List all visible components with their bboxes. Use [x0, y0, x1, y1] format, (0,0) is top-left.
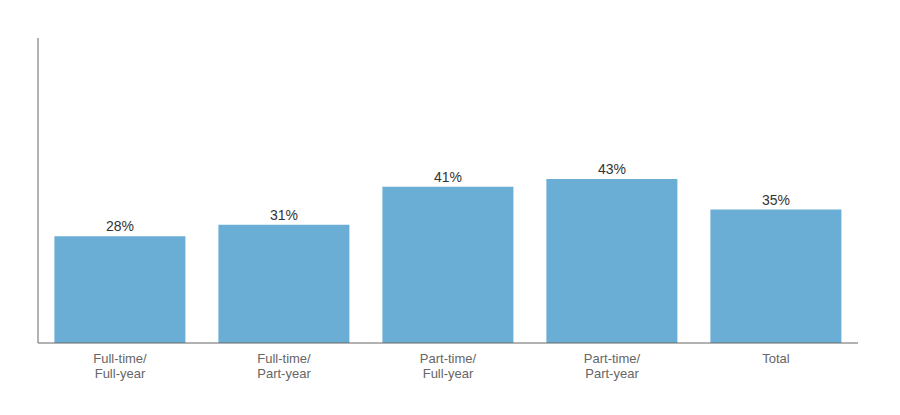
svg-text:43%: 43%: [598, 161, 626, 177]
svg-text:Total: Total: [762, 351, 790, 366]
svg-text:Part-time/Full-year: Part-time/Full-year: [420, 351, 477, 381]
svg-text:Full-time/Full-year: Full-time/Full-year: [93, 351, 147, 381]
svg-text:31%: 31%: [270, 207, 298, 223]
svg-text:Full-time/Part-year: Full-time/Part-year: [257, 351, 311, 381]
svg-text:Part-time/Part-year: Part-time/Part-year: [584, 351, 641, 381]
svg-text:35%: 35%: [762, 192, 790, 208]
svg-text:41%: 41%: [434, 169, 462, 185]
svg-text:28%: 28%: [106, 218, 134, 234]
